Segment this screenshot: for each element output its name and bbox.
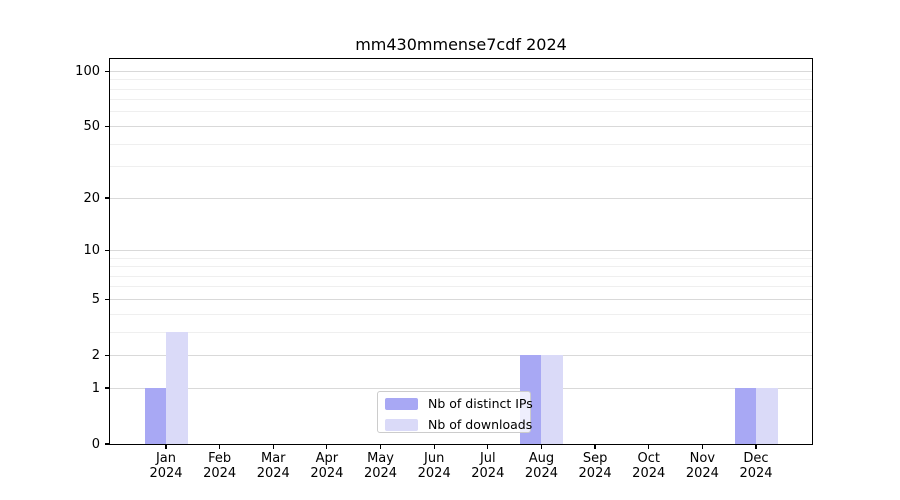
legend-item-downloads: Nb of downloads [385,417,532,433]
y-tick-mark [105,387,109,389]
x-tick-label: Feb 2024 [188,451,252,481]
gridline-minor [110,286,812,288]
x-tick-mark [433,445,435,449]
gridline-major [110,197,812,199]
x-tick-year: 2024 [310,466,344,481]
chart-title: mm430mmense7cdf 2024 [355,35,567,54]
x-tick-month: Jun [424,451,445,466]
x-tick-label: May 2024 [349,451,413,481]
y-tick-mark [105,443,109,445]
x-tick-year: 2024 [578,466,612,481]
legend-item-distinct-ips: Nb of distinct IPs [385,396,533,412]
x-tick-year: 2024 [471,466,505,481]
x-tick-label: Apr 2024 [295,451,359,481]
x-tick-month: Aug [528,451,555,466]
x-tick-label: Jul 2024 [456,451,520,481]
x-tick-month: May [367,451,394,466]
gridline-major [110,249,812,251]
x-tick-month: Feb [208,451,232,466]
x-tick-year: 2024 [256,466,290,481]
gridline-major [110,125,812,127]
x-tick-year: 2024 [363,466,398,481]
gridline-minor [110,99,812,101]
x-tick-year: 2024 [524,466,558,481]
x-tick-month: Jan [155,451,177,466]
x-tick-label: Dec 2024 [724,451,788,481]
gridline-minor [110,111,812,113]
bar-downloads [756,388,778,444]
x-tick-year: 2024 [739,466,773,481]
gridline-major [110,298,812,300]
y-tick-label: 5 [91,291,100,307]
x-tick-year: 2024 [685,466,719,481]
y-tick-mark [105,354,109,356]
y-tick-label: 2 [91,347,100,363]
y-tick-label: 10 [83,242,100,258]
x-tick-mark [326,445,328,449]
x-tick-month: Oct [637,451,660,466]
gridline-minor [110,266,812,268]
legend-swatch-distinct-ips [385,398,418,410]
y-tick-mark [105,249,109,251]
gridline-major [110,387,812,389]
gridline-minor [110,143,812,145]
x-tick-month: Nov [689,451,716,466]
x-tick-label: Sep 2024 [563,451,627,481]
gridline-major [110,70,812,72]
y-tick-label: 100 [75,63,100,79]
x-tick-year: 2024 [417,466,451,481]
x-tick-mark [594,445,596,449]
x-tick-month: Mar [261,451,286,466]
y-tick-mark [105,125,109,127]
legend-label-downloads: Nb of downloads [428,417,533,432]
x-tick-mark [487,445,489,449]
x-tick-mark [755,445,757,449]
x-tick-mark [379,445,382,449]
legend-swatch-downloads [385,419,418,431]
gridline-minor [110,79,812,81]
gridline-minor [110,275,812,277]
x-tick-label: Nov 2024 [670,451,734,481]
x-tick-label: Jun 2024 [402,451,466,481]
bar-downloads [166,332,188,444]
bar-distinct-ips [734,388,756,444]
legend-label-distinct-ips: Nb of distinct IPs [428,396,533,411]
gridline-major [110,354,812,356]
y-tick-label: 0 [91,436,100,452]
x-tick-month: Sep [582,451,608,466]
x-tick-month: Jul [479,451,496,466]
y-tick-label: 50 [83,118,100,134]
x-tick-mark [219,445,221,449]
bar-downloads [541,355,563,444]
gridline-minor [110,313,812,315]
x-tick-month: Dec [743,451,769,466]
y-tick-mark [105,197,109,199]
x-tick-month: Apr [315,451,339,466]
y-tick-mark [105,70,109,72]
x-tick-mark [540,445,543,449]
y-tick-label: 20 [83,190,100,206]
x-tick-label: Jan 2024 [134,451,198,481]
y-tick-label: 1 [91,380,100,396]
bar-distinct-ips [144,388,166,444]
gridline-minor [110,331,812,333]
y-tick-mark [105,298,109,300]
x-tick-label: Oct 2024 [617,451,681,481]
x-tick-label: Mar 2024 [241,451,305,481]
x-tick-year: 2024 [632,466,666,481]
x-tick-label: Aug 2024 [509,451,573,481]
gridline-minor [110,88,812,90]
x-tick-year: 2024 [203,466,237,481]
legend: Nb of distinct IPs Nb of downloads [377,391,533,433]
x-tick-mark [648,445,650,449]
gridline-minor [110,166,812,168]
x-tick-mark [165,445,167,449]
x-tick-year: 2024 [149,466,183,481]
x-tick-mark [701,445,703,449]
x-tick-mark [272,445,274,449]
gridline-minor [110,257,812,259]
plot-area [110,59,812,444]
